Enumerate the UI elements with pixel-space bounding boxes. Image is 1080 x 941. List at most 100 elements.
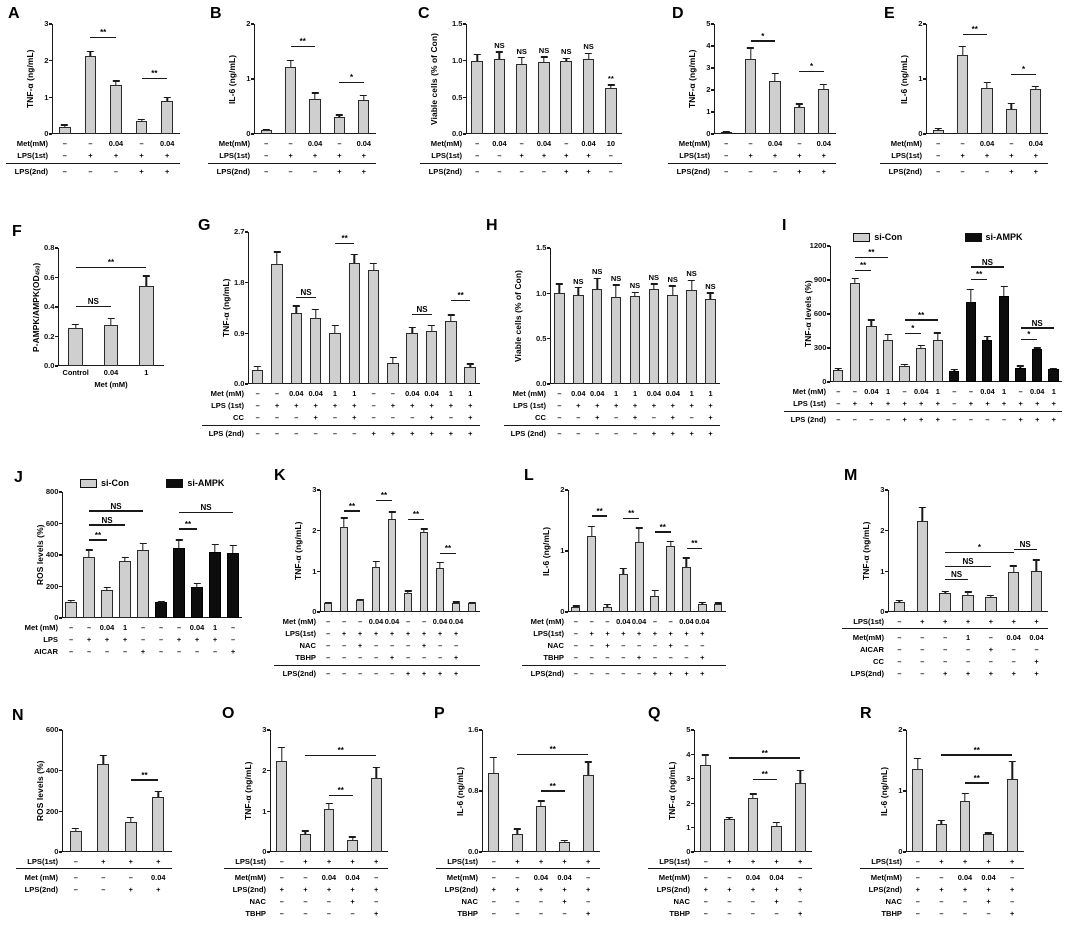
condition-row-N-2: LPS(2nd) – – + + — [25, 884, 172, 895]
condition-value-I-1-7: – — [952, 399, 957, 408]
bar-cell-D-2 — [763, 24, 787, 134]
condition-values-K-1: – + + + + + + + + — [320, 629, 480, 638]
bar-I-1 — [849, 283, 860, 382]
condition-values-H-2: – – + – + – + – + — [550, 413, 720, 422]
condition-values-O-2: + + + + + — [270, 885, 388, 894]
bar-cell-G-8 — [403, 232, 422, 384]
y-axis-Q — [694, 730, 696, 852]
condition-value-H-3-7: + — [689, 429, 694, 438]
error-bar-J-8 — [214, 543, 216, 552]
condition-value-I-2-13: + — [1051, 415, 1056, 424]
y-tick-label-A-3: 3 — [44, 19, 49, 29]
bar-cell-B-2 — [303, 24, 327, 134]
y-tick-mark-E-1 — [922, 78, 926, 80]
condition-value-I-1-6: + — [935, 399, 940, 408]
condition-value-B-1-3: + — [337, 151, 342, 160]
y-tick-mark-F-2 — [54, 306, 58, 308]
error-bar-C-0 — [476, 54, 478, 61]
condition-value-R-1-3: 0.04 — [981, 873, 996, 882]
y-tick-mark-A-0 — [48, 133, 52, 135]
condition-value-E-0-3: – — [1009, 139, 1014, 148]
condition-value-A-1-2: + — [113, 151, 119, 160]
condition-values-R-2: + + + + + — [906, 885, 1024, 894]
condition-row-J-1: LPS – + + + – – + + + – — [43, 634, 242, 645]
y-tick-label-J-4: 800 — [45, 487, 59, 497]
error-bar-H-8 — [709, 292, 712, 299]
error-bar-Q-3 — [775, 821, 778, 826]
condition-value-H-0-2: 0.04 — [590, 389, 605, 398]
error-bar-E-1 — [961, 46, 964, 56]
condition-values-M-2: – – – – + – – — [888, 645, 1048, 654]
bar-I-2 — [866, 325, 877, 382]
condition-value-A-0-0: – — [62, 139, 67, 148]
condition-value-G-0-10: 1 — [448, 389, 453, 398]
condition-label-B-0: Met(mM) — [218, 139, 250, 148]
y-tick-mark-A-1 — [48, 96, 52, 98]
x-tick-label-F-1: 0.04 — [103, 368, 119, 377]
condition-value-O-3-1: – — [303, 897, 308, 906]
bar-cell-H-6: NS — [663, 248, 682, 384]
bar-E-0 — [932, 129, 944, 134]
significance-label-E-0: ** — [971, 25, 978, 34]
condition-rule-G-3 — [202, 425, 480, 427]
significance-label-F-0: NS — [87, 297, 99, 306]
error-bar-D-1 — [749, 47, 752, 60]
significance-label-L-1: ** — [628, 509, 635, 519]
bar-cell-R-0 — [906, 730, 930, 852]
error-bar-P-4 — [587, 761, 589, 775]
bar-J-1 — [83, 556, 95, 618]
condition-value-Q-0-0: – — [703, 857, 708, 866]
y-tick-label-P-1: 0.8 — [467, 786, 479, 796]
condition-value-M-0-1: + — [920, 617, 925, 626]
panel-letter-N: N — [12, 707, 24, 724]
condition-values-E-1: – + + + + — [926, 151, 1048, 160]
error-bar-B-0 — [265, 128, 267, 131]
condition-value-L-0-7: 0.04 — [679, 617, 694, 626]
condition-value-L-2-3: – — [621, 641, 626, 650]
condition-value-I-0-11: – — [1018, 387, 1023, 396]
y-tick-label-H-0: 0.0 — [535, 379, 547, 389]
bar-cell-D-4 — [812, 24, 836, 134]
y-tick-mark-L-1 — [564, 550, 568, 552]
significance-line-J-0 — [89, 539, 107, 541]
condition-value-I-2-7: – — [952, 415, 957, 424]
y-tick-label-H-2: 1.0 — [535, 288, 547, 298]
significance-line-G-2 — [412, 313, 432, 316]
condition-value-I-0-3: 1 — [885, 387, 891, 396]
condition-value-L-0-6: – — [668, 617, 673, 626]
condition-label-R-3: NAC — [885, 897, 902, 906]
bar-significance-C-5: NS — [583, 42, 594, 52]
condition-values-A-0: – – 0.04 – 0.04 — [52, 139, 180, 148]
condition-value-O-3-2: – — [326, 897, 332, 906]
significance-line-J-3 — [179, 528, 197, 530]
error-bar-M-2 — [944, 590, 946, 594]
bar-I-6 — [932, 339, 943, 382]
condition-values-H-0: –0.04 0.04 1 1 0.04 0.04 1 1 — [550, 389, 720, 398]
bar-cell-L-7 — [679, 490, 695, 612]
condition-value-B-0-0: – — [264, 139, 269, 148]
condition-value-J-0-3: 1 — [122, 623, 128, 632]
bar-cell-G-10 — [441, 232, 460, 384]
condition-value-L-4-6: + — [668, 669, 673, 678]
condition-value-O-4-0: – — [279, 909, 284, 918]
error-bar-L-7 — [685, 557, 688, 568]
condition-value-I-1-10: + — [1001, 399, 1007, 408]
bar-cell-K-0 — [320, 490, 336, 612]
bar-H-0 — [554, 293, 565, 384]
bar-cell-J-7 — [188, 492, 206, 618]
condition-value-R-1-4: – — [1010, 873, 1015, 882]
y-tick-mark-O-1 — [266, 810, 270, 812]
significance-line-L-3 — [686, 547, 703, 550]
error-bar-J-1 — [88, 549, 90, 557]
condition-value-Q-0-3: + — [774, 857, 779, 866]
condition-value-N-0-0: – — [73, 857, 78, 866]
y-tick-mark-L-0 — [564, 611, 568, 613]
bar-G-7 — [387, 362, 399, 384]
significance-line-I-2 — [904, 333, 922, 335]
condition-value-K-0-5: – — [405, 617, 411, 626]
condition-value-J-1-0: – — [68, 635, 74, 644]
condition-value-O-0-3: + — [350, 857, 355, 866]
condition-value-B-1-4: + — [361, 151, 366, 160]
y-tick-mark-O-2 — [266, 769, 270, 772]
condition-row-G-3: LPS (2nd) – – – – – – + + + + + + — [202, 425, 480, 439]
